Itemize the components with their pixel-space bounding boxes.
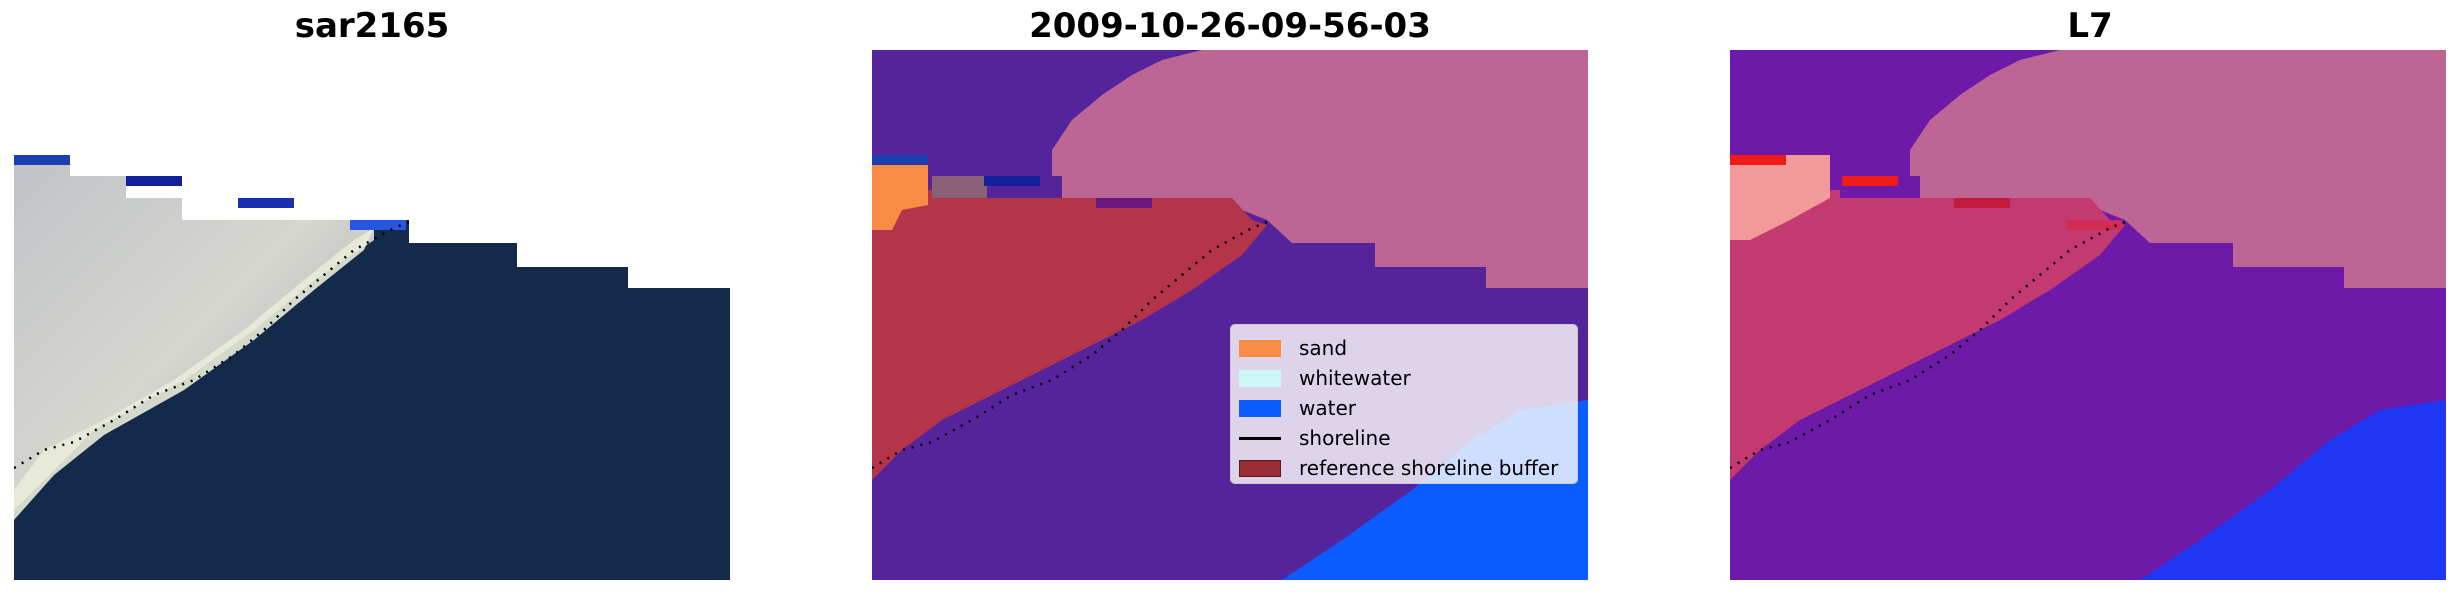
l7-panel <box>1730 50 2446 580</box>
legend-label-reference-buffer: reference shoreline buffer <box>1299 456 1559 480</box>
legend-item-reference-buffer: reference shoreline buffer <box>1239 453 1569 483</box>
legend: sand whitewater water shoreline referenc… <box>1230 324 1578 484</box>
panel-title-classification: 2009-10-26-09-56-03 <box>1029 6 1431 46</box>
legend-swatch-water <box>1239 399 1281 417</box>
rgb-image-panel <box>14 50 730 580</box>
legend-swatch-reference-buffer <box>1239 459 1281 477</box>
classification-image <box>872 50 1588 580</box>
panel-title-mndwi: L7 <box>2067 6 2113 46</box>
legend-label-whitewater: whitewater <box>1299 366 1411 390</box>
rgb-satellite-image <box>14 155 730 580</box>
legend-label-shoreline: shoreline <box>1299 426 1391 450</box>
l7-index-image <box>1730 50 2446 580</box>
legend-label-water: water <box>1299 396 1356 420</box>
panel-title-rgb: sar2165 <box>294 6 450 46</box>
legend-item-shoreline: shoreline <box>1239 423 1569 453</box>
legend-swatch-shoreline <box>1239 430 1281 447</box>
legend-item-whitewater: whitewater <box>1239 363 1569 393</box>
classification-panel <box>872 50 1588 580</box>
legend-item-water: water <box>1239 393 1569 423</box>
legend-label-sand: sand <box>1299 336 1348 360</box>
legend-item-sand: sand <box>1239 333 1569 363</box>
legend-swatch-sand <box>1239 339 1281 357</box>
legend-swatch-whitewater <box>1239 369 1281 387</box>
